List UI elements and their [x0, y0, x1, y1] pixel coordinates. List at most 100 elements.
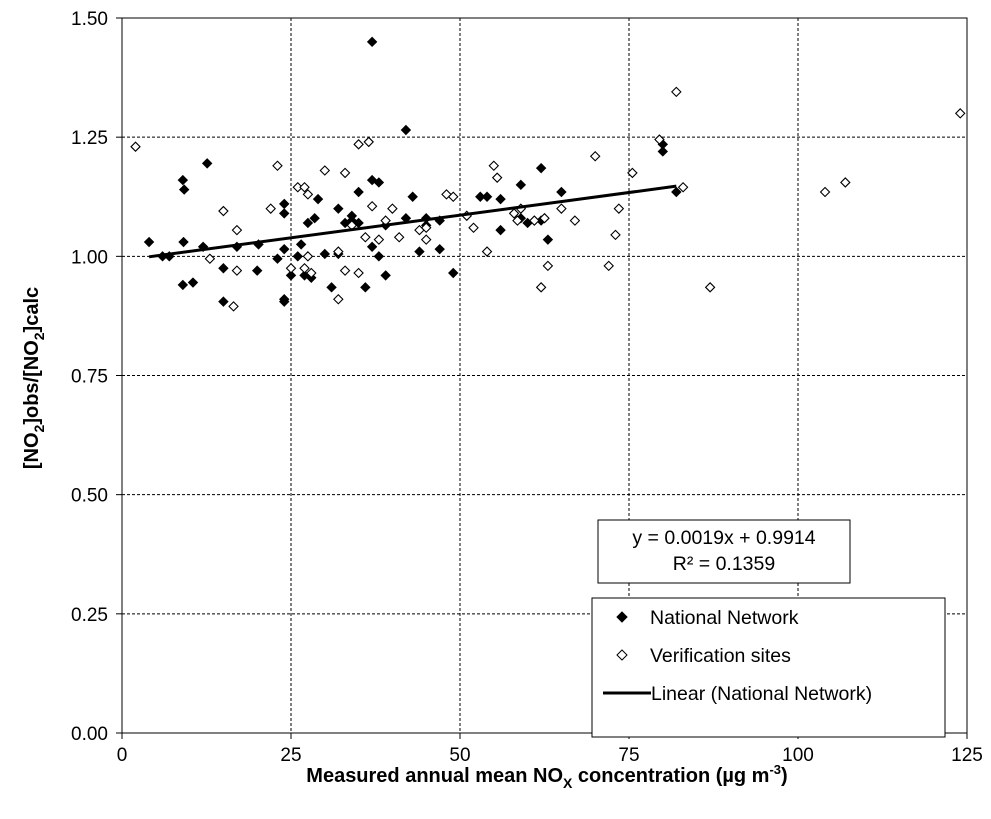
verification-site-point	[285, 262, 297, 274]
national-network-point	[251, 265, 263, 276]
verification-site-point	[481, 246, 493, 257]
verification-site-point	[272, 160, 283, 172]
verification-site-point	[420, 222, 432, 234]
national-network-point	[373, 251, 385, 262]
x-tick-label: 125	[951, 745, 983, 766]
verification-site-point	[677, 181, 689, 193]
national-network-point	[187, 277, 199, 288]
verification-site-point	[539, 212, 550, 224]
national-network-point	[373, 177, 385, 188]
verification-site-point	[363, 136, 375, 148]
trendline-layer	[148, 184, 677, 259]
legend-label-national-network: National Network	[650, 607, 799, 629]
y-tick-label: 1.00	[71, 247, 108, 268]
national-network-point	[495, 193, 506, 205]
verification-site-point	[704, 282, 716, 293]
national-network-point	[312, 193, 324, 205]
verification-site-point	[491, 172, 503, 183]
national-network-point	[353, 186, 364, 198]
verification-site-point	[613, 203, 625, 214]
national-network-point	[434, 243, 445, 255]
legend-label-trendline: Linear (National Network)	[651, 683, 872, 705]
verification-site-point	[231, 265, 243, 276]
verification-site-point	[299, 262, 310, 274]
verification-site-point	[302, 189, 314, 200]
national-network-point	[302, 217, 314, 229]
y-tick-label: 0.75	[71, 367, 108, 388]
y-tick-label: 0.00	[71, 724, 108, 745]
national-network-point	[481, 191, 493, 202]
national-network-point	[279, 198, 290, 210]
national-network-point	[279, 243, 290, 255]
national-network-point	[218, 296, 229, 307]
svg-text:[NO2]obs/[NO2]calc: [NO2]obs/[NO2]calc	[21, 287, 47, 469]
national-network-point	[309, 212, 320, 224]
verification-site-point	[535, 282, 547, 293]
national-network-point	[333, 203, 344, 214]
verification-site-point	[319, 165, 331, 176]
national-network-point	[495, 224, 506, 236]
y-tick-label: 0.25	[71, 605, 108, 626]
verification-site-point	[353, 267, 364, 279]
national-network-point	[218, 263, 229, 274]
trendline	[148, 184, 677, 259]
national-network-point	[535, 162, 547, 174]
verification-site-point	[231, 224, 243, 236]
data-points	[130, 36, 966, 312]
x-tick-label: 75	[618, 745, 639, 766]
verification-site-point	[130, 141, 141, 152]
verification-site-point	[302, 251, 314, 262]
equation-text: y = 0.0019x + 0.9914	[632, 527, 815, 549]
axis-ticks: 0.00 0.25 0.50 0.75 1.00 1.25 1.50 0 25 50 75 100 12…	[71, 9, 983, 766]
national-network-point	[515, 179, 527, 191]
verification-site-point	[333, 293, 344, 305]
national-network-point	[292, 251, 303, 262]
national-network-point	[556, 186, 567, 198]
national-network-point	[319, 248, 331, 260]
national-network-point	[475, 191, 486, 202]
national-network-point	[366, 241, 378, 253]
national-network-point	[279, 296, 290, 307]
verification-site-point	[366, 201, 378, 212]
national-network-point	[279, 208, 290, 219]
x-tick-label: 50	[449, 745, 470, 766]
legend-marker-verification-sites	[616, 649, 628, 661]
national-network-point	[177, 279, 189, 291]
national-network-point	[366, 36, 378, 48]
national-network-point	[326, 282, 337, 293]
national-network-point	[360, 282, 371, 293]
verification-site-point	[447, 191, 459, 203]
national-network-point	[671, 186, 682, 198]
verification-site-point	[299, 181, 310, 193]
national-network-point	[295, 239, 307, 250]
national-network-point	[400, 124, 412, 136]
verification-site-point	[420, 234, 432, 245]
verification-site-point	[569, 215, 581, 226]
verification-site-point	[819, 186, 831, 198]
national-network-point	[272, 253, 283, 264]
verification-site-point	[610, 229, 621, 241]
national-network-point	[380, 270, 391, 281]
x-tick-label: 0	[117, 745, 128, 766]
verification-site-point	[393, 231, 405, 243]
verification-site-point	[353, 139, 364, 150]
verification-site-point	[468, 222, 479, 234]
national-network-point	[542, 234, 554, 245]
verification-site-point	[373, 234, 385, 245]
legend-marker-national-network	[616, 611, 628, 623]
national-network-point	[366, 174, 378, 186]
national-network-point	[178, 236, 189, 248]
trendline-equation-box: y = 0.0019x + 0.9914 R² = 0.1359	[597, 519, 851, 584]
national-network-point	[407, 191, 418, 202]
verification-site-point	[360, 231, 371, 243]
verification-site-point	[542, 260, 554, 272]
verification-site-point	[840, 177, 851, 188]
verification-site-point	[654, 134, 665, 145]
x-axis-title: Measured annual mean NOX concentration (…	[306, 762, 787, 791]
national-network-point	[285, 270, 297, 281]
national-network-point	[178, 184, 190, 195]
verification-site-point	[441, 189, 452, 200]
verification-site-point	[508, 208, 520, 219]
national-network-point	[143, 236, 155, 248]
